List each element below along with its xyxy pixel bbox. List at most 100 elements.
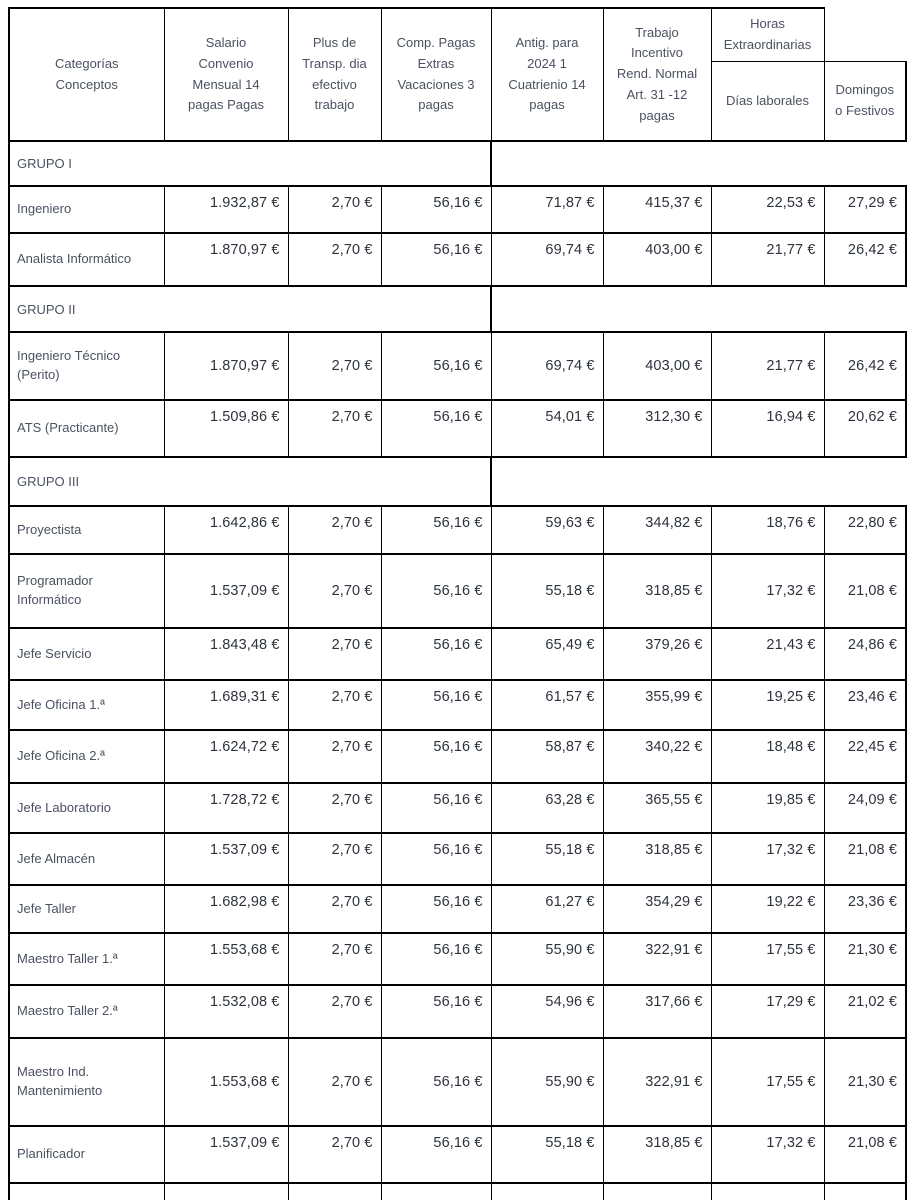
value-cell: 56,16 € [380, 505, 492, 555]
category-cell: Maestro Ind. Mantenimiento [8, 1037, 165, 1127]
category-cell: Analista Informático [8, 232, 165, 287]
value-cell: 56,16 € [380, 232, 492, 287]
value-cell: 344,82 € [602, 505, 712, 555]
value-cell: 23,36 € [823, 884, 907, 934]
value-cell: 21,08 € [823, 553, 907, 629]
value-cell: 1.532,08 € [163, 984, 289, 1039]
value-cell: 403,00 € [602, 232, 712, 287]
value-cell: 2,70 € [287, 1125, 382, 1184]
value-cell: 1.932,87 € [163, 185, 289, 234]
value-cell: 61,57 € [490, 679, 604, 731]
value-cell: 26,42 € [823, 232, 907, 287]
category-cell: Ingeniero Técnico (Perito) [8, 331, 165, 401]
table-row: Jefe Oficina 2.ª 1.624,72 €2,70 €56,16 €5… [8, 729, 907, 784]
partial-cell [380, 1182, 492, 1200]
value-cell: 17,29 € [710, 984, 825, 1039]
category-cell: Planificador [8, 1125, 165, 1184]
value-cell: 403,00 € [602, 331, 712, 401]
value-cell: 17,55 € [710, 932, 825, 986]
value-cell: 18,76 € [710, 505, 825, 555]
group-filler-cell [491, 457, 906, 506]
header-trabajo-incentivo: Trabajo Incentivo Rend. Normal Art. 31 -… [602, 7, 712, 142]
value-cell: 56,16 € [380, 884, 492, 934]
value-cell: 56,16 € [380, 627, 492, 681]
value-cell: 312,30 € [602, 399, 712, 458]
category-cell: Maestro Taller 2.ª [8, 984, 165, 1039]
value-cell: 69,74 € [490, 331, 604, 401]
value-cell: 415,37 € [602, 185, 712, 234]
value-cell: 318,85 € [602, 553, 712, 629]
value-cell: 2,70 € [287, 729, 382, 784]
value-cell: 26,42 € [823, 331, 907, 401]
category-cell: Ingeniero [8, 185, 165, 234]
value-cell: 1.509,86 € [163, 399, 289, 458]
value-cell: 55,90 € [490, 932, 604, 986]
value-cell: 55,18 € [490, 553, 604, 629]
value-cell: 69,74 € [490, 232, 604, 287]
header-categorias: Categorías Conceptos [8, 7, 165, 142]
value-cell: 56,16 € [380, 984, 492, 1039]
value-cell: 65,49 € [490, 627, 604, 681]
value-cell: 18,48 € [710, 729, 825, 784]
group-label-cell: GRUPO I [8, 140, 492, 187]
header-empty-cell [824, 8, 906, 62]
value-cell: 27,29 € [823, 185, 907, 234]
value-cell: 1.537,09 € [163, 1125, 289, 1184]
group-row: GRUPO I [8, 140, 906, 187]
value-cell: 56,16 € [380, 729, 492, 784]
value-cell: 17,32 € [710, 832, 825, 886]
value-cell: 2,70 € [287, 832, 382, 886]
table-row: Maestro Ind. Mantenimiento 1.553,68 €2,70… [8, 1037, 907, 1127]
value-cell: 17,55 € [710, 1037, 825, 1127]
category-cell: Jefe Oficina 2.ª [8, 729, 165, 784]
partial-cell [8, 1182, 165, 1200]
group-label-cell: GRUPO III [8, 456, 492, 507]
table-row: Proyectista 1.642,86 €2,70 €56,16 €59,63 … [8, 505, 907, 555]
value-cell: 21,30 € [823, 1037, 907, 1127]
header-domingos-festivos: Domingos o Festivos [823, 61, 907, 142]
value-cell: 379,26 € [602, 627, 712, 681]
value-cell: 24,86 € [823, 627, 907, 681]
value-cell: 1.870,97 € [163, 232, 289, 287]
value-cell: 59,63 € [490, 505, 604, 555]
category-cell: Proyectista [8, 505, 165, 555]
value-cell: 71,87 € [490, 185, 604, 234]
value-cell: 19,22 € [710, 884, 825, 934]
header-row-top: Categorías Conceptos Salario Convenio Me… [8, 7, 906, 142]
value-cell: 54,01 € [490, 399, 604, 458]
value-cell: 22,53 € [710, 185, 825, 234]
value-cell: 2,70 € [287, 185, 382, 234]
value-cell: 21,77 € [710, 331, 825, 401]
category-cell: Jefe Servicio [8, 627, 165, 681]
value-cell: 2,70 € [287, 1037, 382, 1127]
category-cell: Jefe Taller [8, 884, 165, 934]
value-cell: 56,16 € [380, 399, 492, 458]
value-cell: 1.728,72 € [163, 782, 289, 834]
table-row: ATS (Practicante) 1.509,86 €2,70 €56,16 €… [8, 399, 907, 458]
value-cell: 322,91 € [602, 1037, 712, 1127]
value-cell: 61,27 € [490, 884, 604, 934]
partial-cell [163, 1182, 289, 1200]
value-cell: 2,70 € [287, 932, 382, 986]
value-cell: 1.682,98 € [163, 884, 289, 934]
value-cell: 56,16 € [380, 679, 492, 731]
value-cell: 2,70 € [287, 884, 382, 934]
partial-cell [287, 1182, 382, 1200]
category-cell: Jefe Laboratorio [8, 782, 165, 834]
value-cell: 354,29 € [602, 884, 712, 934]
value-cell: 55,18 € [490, 832, 604, 886]
value-cell: 2,70 € [287, 505, 382, 555]
table-row: Jefe Laboratorio 1.728,72 €2,70 €56,16 €6… [8, 782, 907, 834]
category-cell: Jefe Almacén [8, 832, 165, 886]
value-cell: 56,16 € [380, 331, 492, 401]
value-cell: 56,16 € [380, 1037, 492, 1127]
value-cell: 23,46 € [823, 679, 907, 731]
value-cell: 56,16 € [380, 1125, 492, 1184]
value-cell: 19,85 € [710, 782, 825, 834]
value-cell: 365,55 € [602, 782, 712, 834]
value-cell: 1.642,86 € [163, 505, 289, 555]
value-cell: 317,66 € [602, 984, 712, 1039]
salary-table: Categorías Conceptos Salario Convenio Me… [8, 7, 907, 1200]
value-cell: 55,90 € [490, 1037, 604, 1127]
table-row: Programador Informático 1.537,09 €2,70 €5… [8, 553, 907, 629]
